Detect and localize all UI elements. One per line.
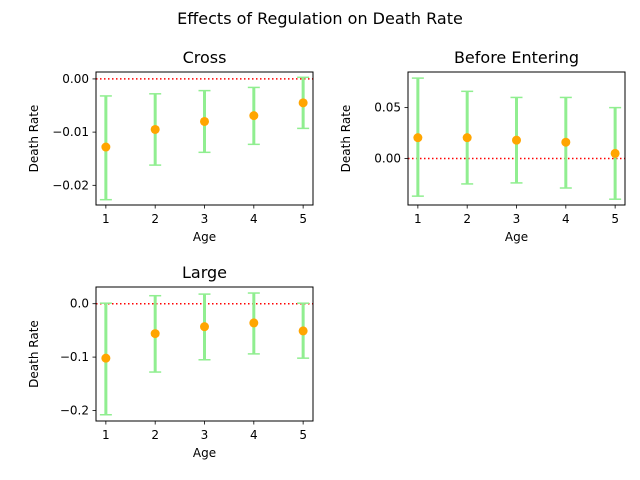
data-point [101, 142, 111, 152]
y-tick-label: −0.02 [52, 178, 89, 192]
subplot-title: Large [182, 263, 227, 282]
x-tick-label: 5 [299, 428, 307, 442]
y-axis-label: Death Rate [27, 320, 41, 388]
y-axis-label: Death Rate [27, 105, 41, 173]
data-point [561, 137, 571, 147]
data-point [249, 318, 259, 328]
y-axis-label: Death Rate [339, 105, 353, 173]
x-axis-label: Age [193, 230, 216, 244]
x-tick-label: 3 [513, 212, 521, 226]
data-point [200, 116, 209, 126]
subplot-3: Large 1 2 3 4 5 0.0 −0.1 −0.2 Age Death Rate [27, 263, 314, 460]
y-tick-label: 0.00 [374, 151, 401, 165]
x-tick-label: 5 [611, 212, 619, 226]
subplot-1: Cross 1 2 3 4 5 0.00 −0.01 −0.02 Age Death Rate [27, 48, 314, 244]
x-axis-label: Age [193, 446, 216, 460]
data-point [249, 111, 259, 121]
x-tick-label: 1 [102, 212, 110, 226]
x-tick-label: 2 [151, 212, 159, 226]
y-tick-label: −0.1 [60, 350, 89, 364]
figure-title: Effects of Regulation on Death Rate [177, 9, 463, 28]
data-point [298, 98, 308, 108]
y-tick-label: 0.05 [374, 101, 401, 115]
x-axis-label: Age [505, 230, 528, 244]
data-point [512, 135, 521, 145]
x-tick-label: 1 [414, 212, 422, 226]
data-point [610, 148, 620, 158]
x-tick-label: 2 [151, 428, 159, 442]
subplot-2: Before Entering 1 2 3 4 5 0.05 0.00 Age Death Rat… [339, 48, 626, 244]
x-tick-label: 4 [562, 212, 570, 226]
x-tick-label: 2 [463, 212, 471, 226]
x-tick-label: 1 [102, 428, 110, 442]
x-tick-label: 4 [250, 212, 258, 226]
y-tick-label: 0.0 [70, 297, 89, 311]
y-tick-label: −0.01 [52, 125, 89, 139]
data-point [413, 133, 423, 143]
y-tick-label: 0.00 [62, 72, 89, 86]
x-tick-label: 3 [201, 212, 209, 226]
data-point [298, 326, 308, 336]
subplot-title: Before Entering [454, 48, 579, 67]
x-tick-label: 5 [299, 212, 307, 226]
y-tick-label: −0.2 [60, 403, 89, 417]
data-point [462, 133, 472, 143]
data-point [200, 322, 209, 332]
x-tick-label: 3 [201, 428, 209, 442]
subplot-title: Cross [183, 48, 227, 67]
x-tick-label: 4 [250, 428, 258, 442]
data-point [101, 353, 111, 363]
data-point [150, 329, 160, 339]
data-point [150, 124, 160, 134]
